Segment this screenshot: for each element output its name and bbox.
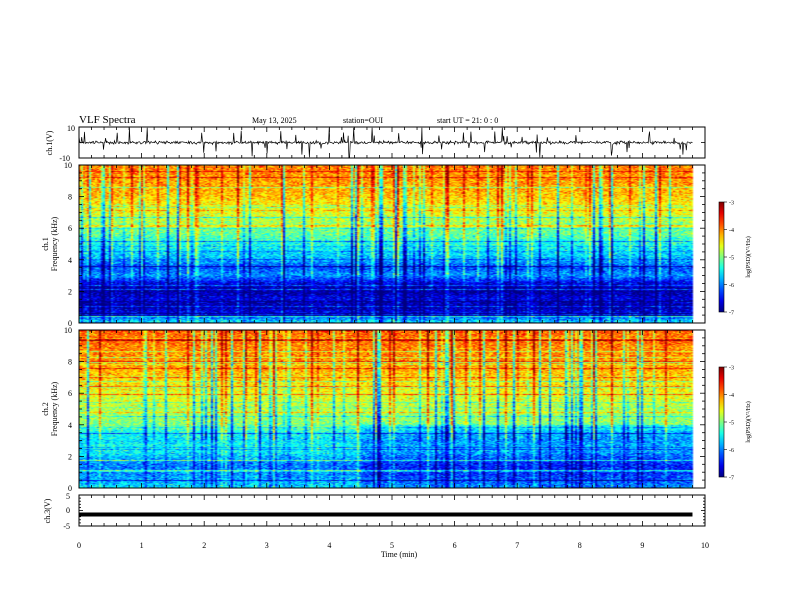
time-tick-label: 4 (327, 541, 331, 550)
start-time-label: start UT = 21: 0 : 0 (437, 116, 498, 125)
frequency-tick-label: 10 (64, 161, 72, 170)
frequency-tick-label: 0 (68, 484, 72, 493)
ch3-waveform-panel: 5 0 -5 ch.3(V) (43, 492, 706, 531)
colorbar-gradient (718, 201, 725, 313)
frequency-tick-label: 6 (68, 224, 72, 233)
ch2-spectrogram-ytick-labels: 0 2 4 6 8 10 (64, 326, 72, 493)
colorbar-tick-label: -4 (729, 393, 734, 399)
colorbar-tick-label: -5 (729, 421, 734, 427)
colorbar-label: log(PSD)(V²/Hz) (745, 236, 752, 277)
frequency-tick-label: 0 (68, 319, 72, 328)
frequency-tick-label: 4 (68, 256, 72, 265)
colorbar-gradient (718, 366, 725, 478)
ch3-waveform-frame (78, 494, 706, 527)
frequency-tick-label: 8 (68, 193, 72, 202)
colorbar-tick-label: -3 (729, 366, 734, 372)
ch1-waveform-panel: 10 -10 ch.1(V) (45, 124, 706, 163)
time-tick-label: 6 (453, 541, 457, 550)
colorbar-tick-label: -4 (729, 228, 734, 234)
ch1-spectrogram-image (79, 165, 705, 323)
station-label: station=OUI (343, 116, 383, 125)
time-tick-label: 2 (202, 541, 206, 550)
time-tick-label: 7 (515, 541, 519, 550)
ch3-ytick-top: 5 (66, 492, 70, 501)
ch1-waveform-ticks (78, 126, 706, 159)
ch1-colorbar: -3 -4 -5 -6 -7 log(PSD)(V²/Hz) (718, 201, 752, 317)
ch1-spectrogram-ylabel-frequency: Frequency (kHz) (50, 216, 59, 271)
ch3-waveform-ylabel: ch.3(V) (43, 498, 52, 523)
figure-title: VLF Spectra (79, 114, 136, 126)
frequency-tick-label: 10 (64, 326, 72, 335)
ch1-spectrogram-ytick-labels: 0 2 4 6 8 10 (64, 161, 72, 328)
time-tick-label: 0 (77, 541, 81, 550)
colorbar-tick-label: -6 (729, 448, 734, 454)
ch2-colorbar: -3 -4 -5 -6 -7 log(PSD)(V²/Hz) (718, 366, 752, 482)
ch2-spectrogram-ticks (78, 329, 706, 489)
colorbar-label: log(PSD)(V²/Hz) (745, 401, 752, 442)
frequency-tick-label: 6 (68, 389, 72, 398)
x-axis-tick-labels: 0 1 2 3 4 5 6 7 8 9 10 (77, 541, 709, 550)
date-label: May 13, 2025 (252, 116, 297, 125)
frequency-tick-label: 2 (68, 287, 72, 296)
ch1-ytick-bottom: -10 (59, 154, 70, 163)
ch1-waveform-ylabel: ch.1(V) (45, 130, 54, 155)
time-tick-label: 10 (701, 541, 709, 550)
colorbar-tick-label: -7 (729, 311, 734, 317)
time-tick-label: 9 (640, 541, 644, 550)
ch1-spectrogram-panel: 0 2 4 6 8 10 ch.1 Frequency (kHz) (41, 161, 706, 328)
time-tick-label: 3 (265, 541, 269, 550)
ch1-waveform-line (78, 127, 693, 158)
ch1-spectrogram-ylabel-channel: ch.1 (41, 237, 50, 251)
colorbar-tick-label: -7 (729, 476, 734, 482)
time-tick-label: 8 (578, 541, 582, 550)
x-axis-label: Time (min) (381, 550, 418, 559)
ch2-spectrogram-ylabel-channel: ch.2 (41, 402, 50, 416)
time-tick-label: 5 (390, 541, 394, 550)
ch3-ytick-mid: 0 (66, 506, 70, 515)
ch2-spectrogram-image (79, 330, 705, 488)
ch1-ytick-top: 10 (67, 124, 75, 133)
colorbar-tick-label: -3 (729, 201, 734, 207)
ch1-spectrogram-ticks (78, 164, 706, 324)
ch1-waveform-trace (78, 127, 693, 158)
ch3-waveform-ticks (78, 494, 706, 527)
frequency-tick-label: 8 (68, 358, 72, 367)
ch3-ytick-bottom: -5 (63, 522, 70, 531)
time-tick-label: 1 (140, 541, 144, 550)
colorbar-tick-label: -5 (729, 256, 734, 262)
frequency-tick-label: 4 (68, 421, 72, 430)
colorbar-tick-label: -6 (729, 283, 734, 289)
frequency-tick-label: 2 (68, 452, 72, 461)
ch2-spectrogram-panel: 0 2 4 6 8 10 ch.2 Frequency (kHz) (41, 326, 706, 493)
ch2-spectrogram-ylabel-frequency: Frequency (kHz) (50, 381, 59, 436)
